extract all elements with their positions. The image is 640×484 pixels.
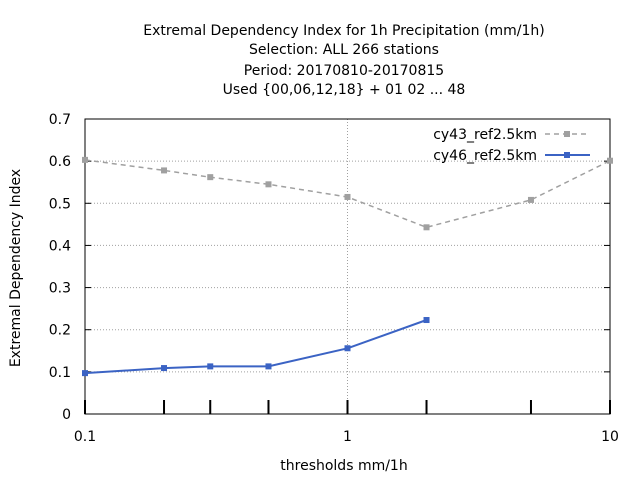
series-2-point <box>344 345 351 352</box>
legend: cy43_ref2.5km cy46_ref2.5km <box>433 127 590 164</box>
legend-marker-2 <box>564 152 570 158</box>
y-tick-label: 0.7 <box>49 112 71 128</box>
y-tick-label: 0.2 <box>49 323 71 339</box>
legend-marker-1 <box>564 131 570 137</box>
y-tick-label: 0.1 <box>49 365 71 381</box>
title-line-4: Used {00,06,12,18} + 01 02 ... 48 <box>223 82 466 98</box>
grid <box>85 119 610 414</box>
y-tick-label: 0.5 <box>49 196 71 212</box>
plot-frame <box>84 118 611 415</box>
series-2-point <box>423 317 430 324</box>
x-tick-label: 10 <box>601 429 619 445</box>
series-line-2 <box>84 319 427 375</box>
y-tick-label: 0.4 <box>49 238 71 254</box>
chart-title: Extremal Dependency Index for 1h Precipi… <box>143 23 544 98</box>
x-tick-label: 0.1 <box>74 429 96 445</box>
series-1-point <box>607 157 613 164</box>
axes: 00.10.20.30.40.50.60.70.1 1 10 <box>49 112 619 445</box>
y-tick-label: 0 <box>62 407 71 423</box>
series-1-point <box>527 196 534 203</box>
y-tick-label: 0.6 <box>49 154 71 170</box>
y-axis-label: Extremal Dependency Index <box>8 169 24 367</box>
x-tick-label: 1 <box>343 429 352 445</box>
title-line-2: Selection: ALL 266 stations <box>249 42 439 58</box>
series-1-point <box>265 181 272 188</box>
title-line-1: Extremal Dependency Index for 1h Precipi… <box>143 23 544 39</box>
series-1-point <box>344 193 351 200</box>
title-line-3: Period: 20170810-20170815 <box>244 63 444 79</box>
series-2-point <box>207 363 214 370</box>
series-line-1 <box>84 159 611 229</box>
series-1-point <box>82 156 88 163</box>
series-2-point <box>265 363 272 370</box>
y-tick-label: 0.3 <box>49 281 71 297</box>
series-1-point <box>207 174 214 181</box>
series-area <box>82 156 613 377</box>
legend-label-1: cy43_ref2.5km <box>433 127 537 143</box>
series-2-point <box>82 370 88 377</box>
legend-label-2: cy46_ref2.5km <box>433 148 537 164</box>
series-2-point <box>161 365 168 372</box>
series-1-point <box>423 224 430 231</box>
series-1-point <box>161 167 168 174</box>
x-axis-label: thresholds mm/1h <box>280 458 407 474</box>
